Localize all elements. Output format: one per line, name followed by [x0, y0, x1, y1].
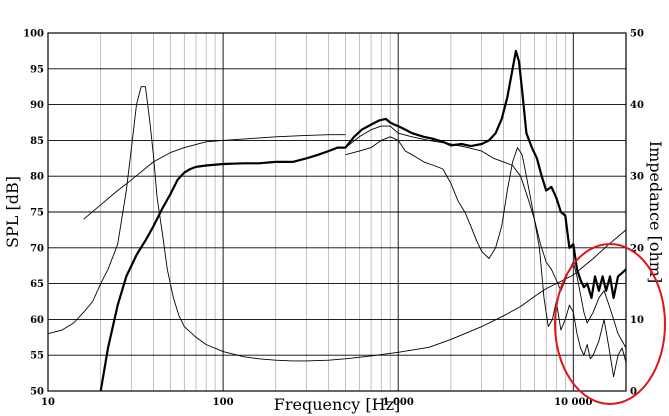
- y-tick-label: 95: [30, 64, 44, 75]
- x-axis-title: Frequency [Hz]: [274, 395, 401, 414]
- y2-tick-label: 10: [630, 315, 644, 326]
- x-tick-label: 1 000: [383, 397, 414, 408]
- y2-tick-label: 0: [630, 387, 637, 398]
- series-layer: [47, 49, 627, 392]
- y2-axis-title: Impedance [ohm]: [646, 141, 665, 283]
- y-tick-label: 85: [30, 136, 44, 147]
- y2-tick-label: 20: [630, 243, 644, 254]
- y-tick-label: 75: [30, 208, 44, 219]
- x-tick-labels: 10 100 1 000 10 000: [41, 397, 592, 408]
- y-tick-label: 90: [30, 100, 44, 111]
- series-line-5: [47, 86, 627, 362]
- y2-tick-label: 50: [630, 29, 644, 40]
- y-tick-label: 50: [30, 387, 44, 398]
- series-line-2: [83, 134, 346, 220]
- plot-frame: [47, 32, 627, 392]
- y-tick-label: 60: [30, 315, 44, 326]
- y-tick-label: 100: [23, 29, 44, 40]
- x-tick-label: 10: [41, 397, 55, 408]
- y2-tick-label: 40: [630, 100, 644, 111]
- y-tick-labels: 50 55 60 65 70 75 80 85 90 95 100: [23, 29, 44, 398]
- x-tick-label: 100: [213, 397, 234, 408]
- y-tick-label: 70: [30, 243, 44, 254]
- series-line-4: [345, 136, 627, 378]
- x-tick-label: 10 000: [554, 397, 592, 408]
- y-tick-label: 65: [30, 279, 44, 290]
- highlight-circle-annotation: [554, 243, 666, 405]
- y-tick-label: 80: [30, 172, 44, 183]
- series-line-1: [99, 49, 627, 392]
- series-line-3: [345, 125, 627, 349]
- y-tick-label: 55: [30, 351, 44, 362]
- y2-tick-labels: 0 10 20 30 40 50: [630, 29, 644, 398]
- y2-tick-label: 30: [630, 172, 644, 183]
- y-axis-title: SPL [dB]: [3, 176, 22, 248]
- grid-major: [47, 32, 626, 392]
